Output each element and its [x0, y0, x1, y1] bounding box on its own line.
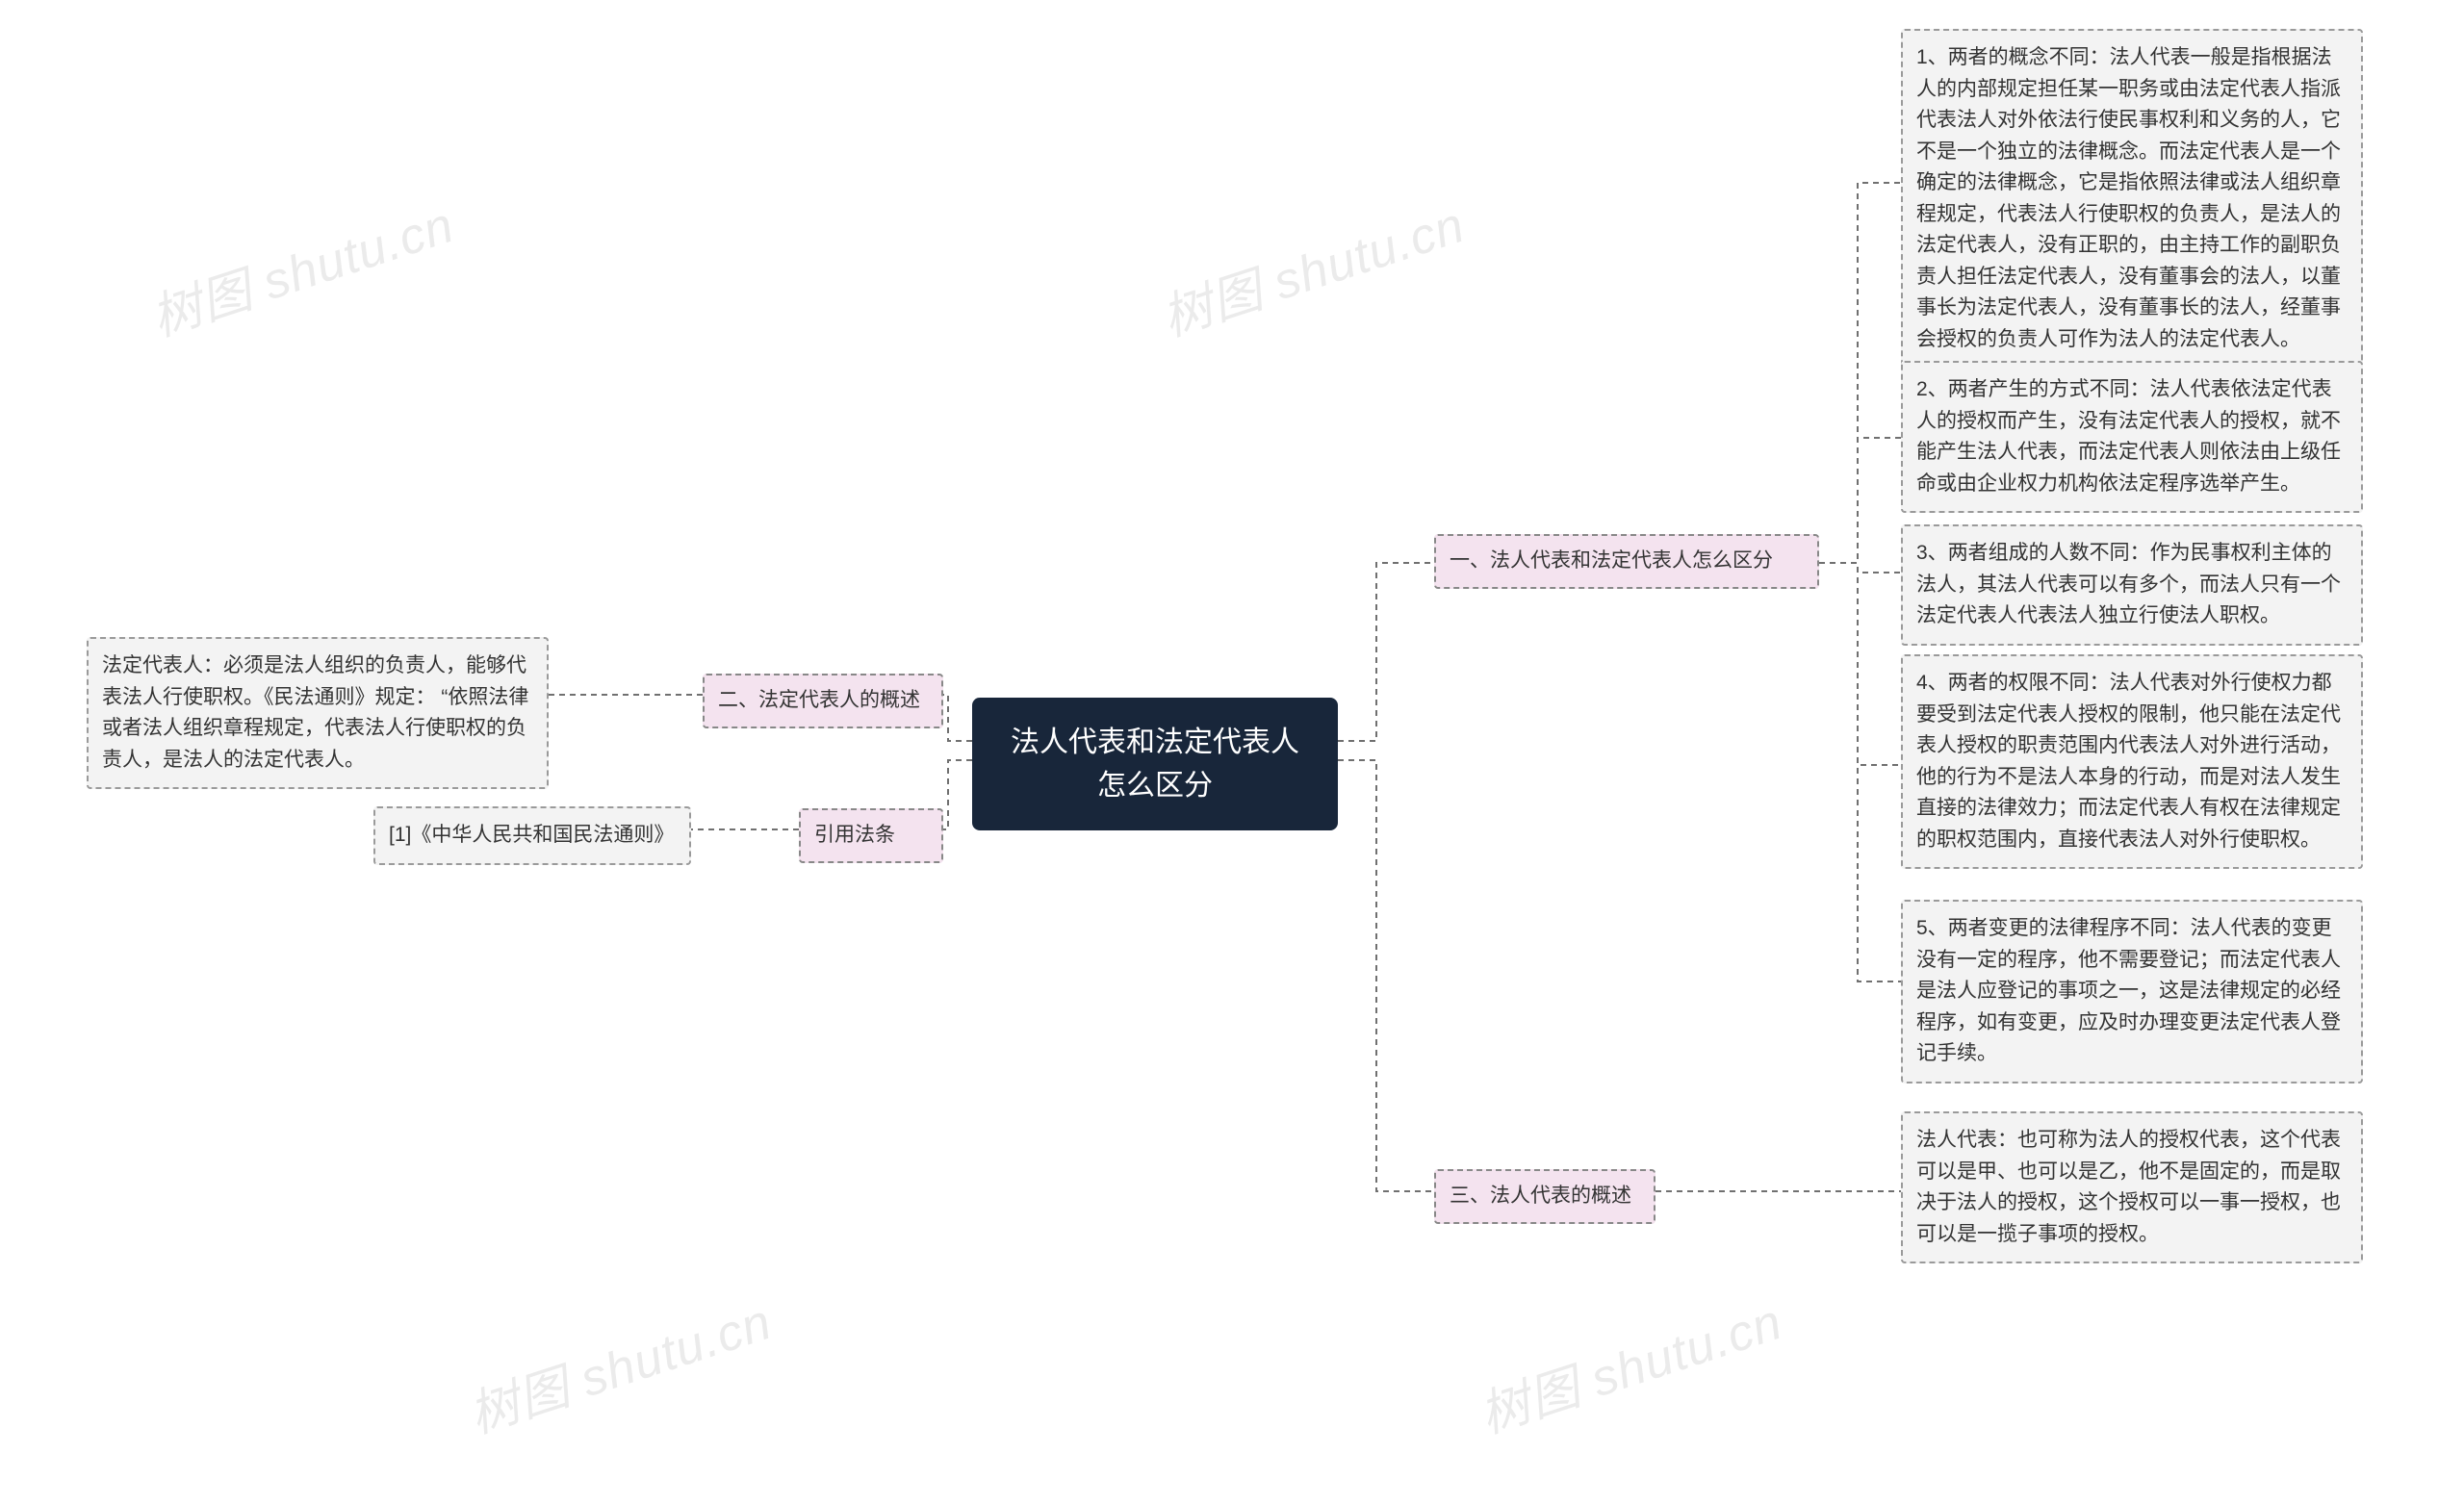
leaf-1-3[interactable]: 3、两者组成的人数不同：作为民事权利主体的法人，其法人代表可以有多个，而法人只有…: [1901, 524, 2363, 646]
connector: [1338, 563, 1434, 741]
watermark: 树图 shutu.cn: [1151, 184, 1472, 349]
mindmap-canvas: 树图 shutu.cn 树图 shutu.cn 树图 shutu.cn 树图 s…: [0, 0, 2464, 1504]
connector: [943, 695, 972, 741]
connector: [1819, 183, 1901, 563]
branch-citation[interactable]: 引用法条: [799, 808, 943, 863]
branch-section-2[interactable]: 二、法定代表人的概述: [703, 674, 943, 728]
watermark: 树图 shutu.cn: [458, 1281, 779, 1446]
leaf-1-1[interactable]: 1、两者的概念不同：法人代表一般是指根据法人的内部规定担任某一职务或由法定代表人…: [1901, 29, 2363, 369]
watermark: 树图 shutu.cn: [141, 184, 461, 349]
watermark: 树图 shutu.cn: [1469, 1281, 1789, 1446]
leaf-4-1[interactable]: [1]《中华人民共和国民法通则》: [373, 806, 691, 865]
connector: [1819, 563, 1901, 573]
connector: [943, 760, 972, 829]
leaf-1-2[interactable]: 2、两者产生的方式不同：法人代表依法定代表人的授权而产生，没有法定代表人的授权，…: [1901, 361, 2363, 513]
root-node[interactable]: 法人代表和法定代表人怎么区分: [972, 698, 1338, 830]
leaf-2-1[interactable]: 法定代表人：必须是法人组织的负责人，能够代表法人行使职权。《民法通则》规定： “…: [87, 637, 549, 789]
branch-section-1[interactable]: 一、法人代表和法定代表人怎么区分: [1434, 534, 1819, 589]
branch-section-3[interactable]: 三、法人代表的概述: [1434, 1169, 1656, 1224]
connector: [1338, 760, 1434, 1191]
connector: [1819, 438, 1901, 563]
leaf-3-1[interactable]: 法人代表：也可称为法人的授权代表，这个代表可以是甲、也可以是乙，他不是固定的，而…: [1901, 1111, 2363, 1263]
leaf-1-4[interactable]: 4、两者的权限不同：法人代表对外行使权力都要受到法定代表人授权的限制，他只能在法…: [1901, 654, 2363, 869]
connector: [1819, 563, 1901, 981]
connector: [1819, 563, 1901, 765]
leaf-1-5[interactable]: 5、两者变更的法律程序不同：法人代表的变更没有一定的程序，他不需要登记；而法定代…: [1901, 900, 2363, 1083]
